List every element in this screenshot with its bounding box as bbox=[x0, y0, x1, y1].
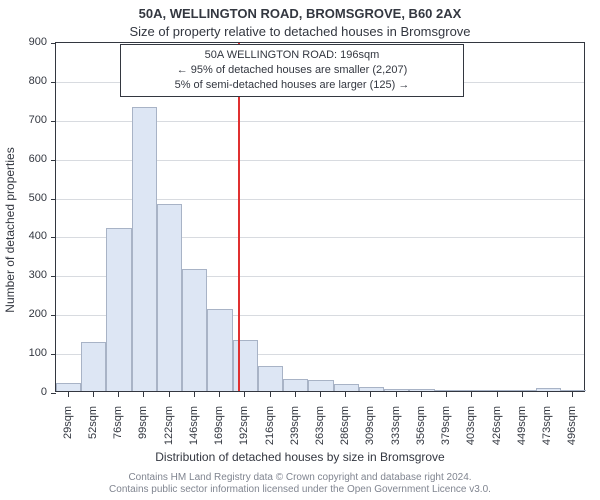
histogram-bar bbox=[56, 383, 81, 391]
histogram-bar bbox=[460, 390, 485, 391]
x-tick-label: 309sqm bbox=[364, 406, 376, 456]
x-tick-label: 356sqm bbox=[415, 406, 427, 456]
x-tick-mark bbox=[93, 392, 94, 397]
histogram-bar bbox=[359, 387, 384, 391]
y-tick-label: 700 bbox=[17, 114, 47, 126]
x-tick-label: 52sqm bbox=[87, 406, 99, 456]
y-tick-mark bbox=[51, 43, 56, 44]
histogram-bar bbox=[132, 107, 157, 391]
x-tick-mark bbox=[572, 392, 573, 397]
histogram-bar bbox=[384, 389, 409, 391]
x-tick-mark bbox=[522, 392, 523, 397]
chart-subtitle: Size of property relative to detached ho… bbox=[0, 24, 600, 39]
y-tick-label: 900 bbox=[17, 36, 47, 48]
histogram-bar bbox=[561, 390, 586, 391]
x-tick-label: 379sqm bbox=[440, 406, 452, 456]
y-tick-label: 400 bbox=[17, 230, 47, 242]
y-tick-mark bbox=[51, 199, 56, 200]
histogram-bar bbox=[233, 340, 258, 391]
x-tick-mark bbox=[68, 392, 69, 397]
x-tick-label: 169sqm bbox=[213, 406, 225, 456]
histogram-bar bbox=[182, 269, 207, 392]
histogram-bar bbox=[409, 389, 434, 391]
x-tick-label: 216sqm bbox=[264, 406, 276, 456]
y-tick-label: 200 bbox=[17, 308, 47, 320]
x-tick-mark bbox=[143, 392, 144, 397]
footer-attribution: Contains HM Land Registry data © Crown c… bbox=[0, 472, 600, 496]
x-tick-mark bbox=[194, 392, 195, 397]
histogram-bar bbox=[81, 342, 106, 391]
histogram-bar bbox=[157, 204, 182, 391]
x-axis-label: Distribution of detached houses by size … bbox=[0, 450, 600, 464]
x-tick-label: 333sqm bbox=[390, 406, 402, 456]
histogram-bar bbox=[283, 379, 308, 391]
x-tick-label: 473sqm bbox=[541, 406, 553, 456]
x-tick-label: 76sqm bbox=[112, 406, 124, 456]
x-tick-mark bbox=[370, 392, 371, 397]
x-tick-label: 99sqm bbox=[137, 406, 149, 456]
x-tick-mark bbox=[320, 392, 321, 397]
histogram-bar bbox=[308, 380, 333, 391]
x-tick-label: 192sqm bbox=[238, 406, 250, 456]
annotation-box: 50A WELLINGTON ROAD: 196sqm ← 95% of det… bbox=[120, 44, 464, 97]
x-tick-label: 449sqm bbox=[516, 406, 528, 456]
x-tick-mark bbox=[270, 392, 271, 397]
histogram-bar bbox=[510, 390, 535, 391]
histogram-bar bbox=[536, 388, 561, 391]
x-tick-label: 146sqm bbox=[188, 406, 200, 456]
histogram-bar bbox=[106, 228, 131, 391]
y-tick-label: 600 bbox=[17, 153, 47, 165]
y-tick-mark bbox=[51, 315, 56, 316]
y-tick-label: 800 bbox=[17, 75, 47, 87]
x-tick-label: 263sqm bbox=[314, 406, 326, 456]
y-tick-mark bbox=[51, 354, 56, 355]
x-tick-label: 286sqm bbox=[339, 406, 351, 456]
x-tick-mark bbox=[471, 392, 472, 397]
y-tick-mark bbox=[51, 121, 56, 122]
x-tick-label: 29sqm bbox=[62, 406, 74, 456]
histogram-bar bbox=[207, 309, 232, 391]
x-tick-mark bbox=[219, 392, 220, 397]
histogram-bar bbox=[258, 366, 283, 391]
histogram-bar bbox=[435, 390, 460, 391]
histogram-bar bbox=[334, 384, 359, 391]
histogram-bar bbox=[485, 390, 510, 391]
chart-title: 50A, WELLINGTON ROAD, BROMSGROVE, B60 2A… bbox=[0, 6, 600, 21]
footer-line1: Contains HM Land Registry data © Crown c… bbox=[0, 472, 600, 484]
annotation-line2: ← 95% of detached houses are smaller (2,… bbox=[127, 63, 457, 78]
x-tick-mark bbox=[396, 392, 397, 397]
y-tick-mark bbox=[51, 82, 56, 83]
y-tick-label: 0 bbox=[17, 386, 47, 398]
y-tick-mark bbox=[51, 393, 56, 394]
chart-container: 50A, WELLINGTON ROAD, BROMSGROVE, B60 2A… bbox=[0, 0, 600, 500]
x-tick-mark bbox=[446, 392, 447, 397]
footer-line2: Contains public sector information licen… bbox=[0, 484, 600, 496]
x-tick-mark bbox=[497, 392, 498, 397]
y-tick-label: 300 bbox=[17, 269, 47, 281]
x-tick-label: 403sqm bbox=[465, 406, 477, 456]
x-tick-mark bbox=[169, 392, 170, 397]
x-tick-label: 496sqm bbox=[566, 406, 578, 456]
y-axis-label: Number of detached properties bbox=[3, 147, 17, 312]
x-tick-label: 239sqm bbox=[289, 406, 301, 456]
x-tick-mark bbox=[547, 392, 548, 397]
x-tick-mark bbox=[244, 392, 245, 397]
y-tick-mark bbox=[51, 276, 56, 277]
x-tick-mark bbox=[345, 392, 346, 397]
x-tick-label: 122sqm bbox=[163, 406, 175, 456]
y-tick-mark bbox=[51, 237, 56, 238]
x-tick-label: 426sqm bbox=[491, 406, 503, 456]
x-tick-mark bbox=[421, 392, 422, 397]
annotation-line1: 50A WELLINGTON ROAD: 196sqm bbox=[127, 48, 457, 63]
y-tick-label: 500 bbox=[17, 192, 47, 204]
x-tick-mark bbox=[295, 392, 296, 397]
x-tick-mark bbox=[118, 392, 119, 397]
y-tick-label: 100 bbox=[17, 347, 47, 359]
annotation-line3: 5% of semi-detached houses are larger (1… bbox=[127, 78, 457, 93]
y-tick-mark bbox=[51, 160, 56, 161]
